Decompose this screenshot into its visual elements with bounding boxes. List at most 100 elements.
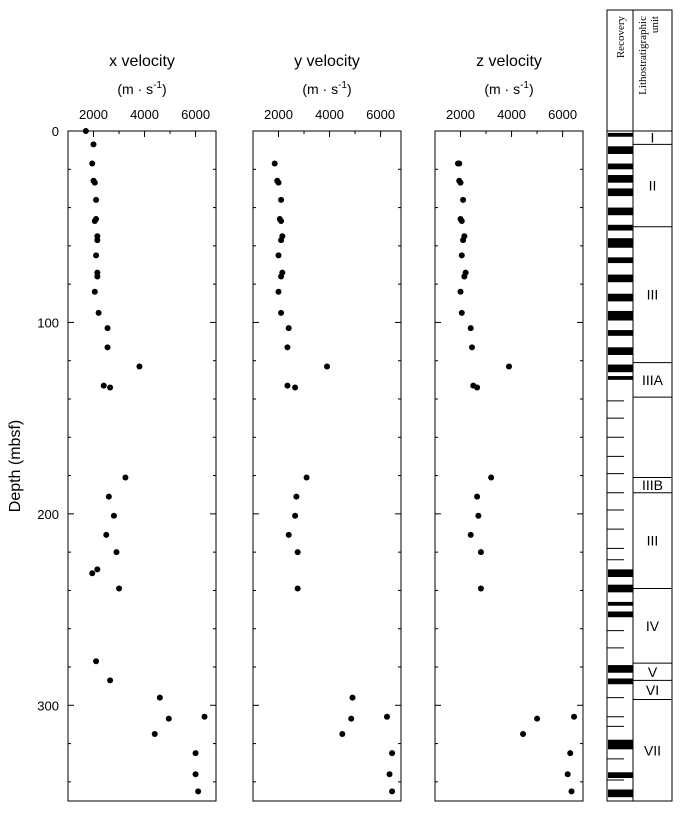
data-point [488,474,495,481]
data-point [94,237,101,244]
unit-label: VII [644,742,661,758]
recovered-core [608,611,633,618]
recovered-core [608,678,633,685]
data-point [195,788,202,795]
data-point [292,384,299,391]
data-point [386,771,393,778]
data-point [567,750,574,757]
data-point [292,512,299,519]
data-point [278,237,285,244]
unit-label: IIIA [642,372,664,388]
data-point [349,694,356,701]
data-point [461,273,468,280]
x-tick-label: 2000 [79,107,108,122]
data-point [568,788,575,795]
data-point [201,713,208,720]
data-point [303,474,310,481]
data-point [294,549,301,556]
recovered-core [608,772,633,779]
panel-unit: (m · s-1) [484,80,533,97]
data-point [100,382,107,389]
unit-label: III [647,533,659,549]
recovered-core [608,207,633,216]
panel-unit: (m · s-1) [302,80,351,97]
x-tick-label: 4000 [315,107,344,122]
x-tick-label: 4000 [130,107,159,122]
data-point [82,128,89,134]
data-point [156,694,163,701]
recovery-lithology-strip: Recovery LithostratigraphicunitIIIIIIIIIA… [606,9,673,802]
data-point [104,344,111,351]
panel-1: x velocity (m · s-1) 2000 4000 6000 0 100 200 30… [37,53,217,802]
data-point [293,493,300,500]
recovered-core [608,789,633,798]
data-point [278,273,285,280]
unit-label: V [648,664,658,680]
recovered-core [608,293,633,302]
data-point [460,196,467,203]
unit-header: Lithostratigraphicunit [637,16,661,95]
data-point [94,273,101,280]
unit-close: ) [529,81,534,97]
panel-title: y velocity [294,53,360,70]
data-point [474,493,481,500]
data-point [91,217,98,224]
data-point [457,179,464,186]
x-tick-label: 2000 [264,107,293,122]
data-point [151,731,158,737]
recovered-core [608,238,633,248]
data-point [103,531,110,538]
data-point [122,474,129,481]
unit-label: IV [646,618,660,634]
recovered-core [608,257,633,264]
data-point [571,713,578,720]
recovered-core [608,569,633,578]
unit-header-line1: Lithostratigraphic [637,16,649,95]
data-point [90,141,97,148]
data-point [474,384,481,391]
data-point [294,585,301,592]
recovered-core [608,739,633,750]
unit-close: ) [162,81,167,97]
recovered-core [608,347,633,355]
data-point [107,384,114,391]
unit-close: ) [347,81,352,97]
data-point [534,715,541,722]
data-point [104,325,111,332]
recovered-core [608,175,633,183]
unit-header-line2: unit [649,16,661,33]
panel-title: x velocity [109,53,175,70]
data-point [458,309,465,316]
recovered-core [608,364,633,373]
y-tick-label: 200 [37,507,59,522]
data-point [506,363,512,370]
y-tick-label: 300 [37,698,59,713]
unit-label: III [647,287,659,303]
recovered-core [608,601,633,606]
data-point [91,179,98,186]
data-point [564,771,571,778]
panel-3: z velocity (m · s-1) 2000 4000 6000 [434,53,584,802]
data-point [457,288,464,295]
x-tick-label: 6000 [366,107,395,122]
data-point [348,715,355,722]
data-point [477,585,484,592]
recovered-core [608,224,633,231]
data-point [460,237,467,244]
recovered-core [608,146,633,154]
data-point [278,196,285,203]
data-point [93,658,100,665]
recovered-core [608,584,633,593]
unit-text: (m · s [484,81,520,97]
unit-label: II [649,178,657,194]
panel-2: y velocity (m · s-1) 2000 4000 6000 [252,53,402,802]
strip-frame [606,9,673,802]
unit-label: VI [646,682,659,698]
data-point [284,382,291,389]
data-point [105,493,112,500]
data-point [93,252,100,259]
data-point [89,570,96,577]
data-point [520,731,527,737]
data-point [192,771,199,778]
recovered-core [608,376,633,380]
